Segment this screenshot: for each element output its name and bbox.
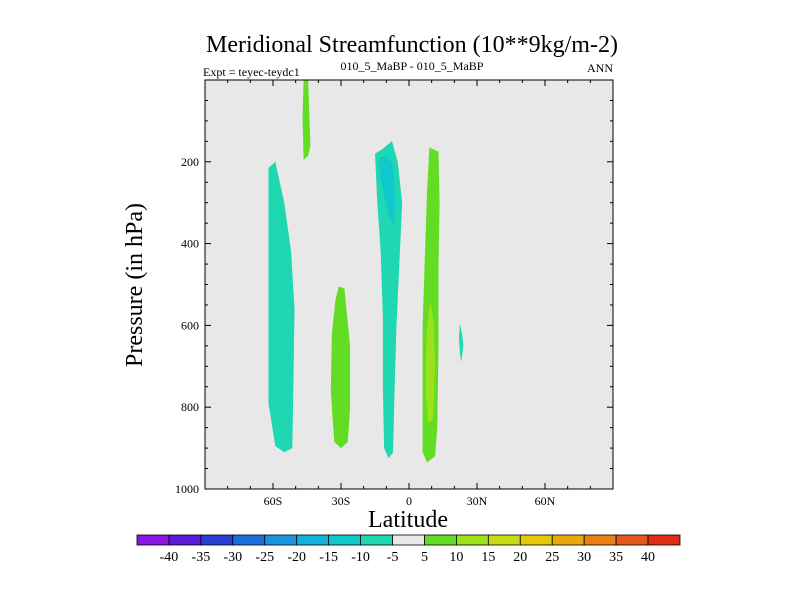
colorbar-label: -30: [223, 550, 242, 565]
colorbar-swatch: [583, 534, 617, 546]
contour-region-sh-positive-cell: [330, 286, 351, 449]
colorbar-label: -15: [319, 550, 338, 565]
y-tick-label: 600: [181, 318, 199, 332]
colorbar-swatch: [519, 534, 553, 546]
contour-region-equatorial-negative-cell: [375, 141, 403, 459]
colorbar-label: 20: [513, 550, 527, 565]
x-tick-label: 0: [406, 494, 412, 508]
colorbar-label: 15: [481, 550, 495, 565]
colorbar-label: 35: [609, 550, 623, 565]
colorbar-swatch: [456, 534, 489, 546]
x-axis-title: Latitude: [368, 507, 448, 533]
x-tick-label: 60S: [264, 494, 283, 508]
colorbar-swatch: [487, 534, 521, 546]
colorbar-label: -25: [255, 550, 274, 565]
colorbar-swatch: [615, 534, 649, 546]
y-tick-label: 1000: [175, 482, 199, 496]
contour-region-nh-subtropical-negative-spot: [458, 323, 464, 363]
colorbar-label: -40: [160, 550, 179, 565]
colorbar-swatch: [647, 534, 681, 546]
colorbar-swatch: [328, 534, 361, 546]
colorbar-label: 30: [577, 550, 591, 565]
contour-region-sh-negative-cell: [268, 161, 295, 453]
colorbar-swatch: [168, 534, 202, 546]
y-tick-label: 800: [181, 400, 199, 414]
colorbar-label: -5: [387, 550, 399, 565]
x-tick-label: 60N: [535, 494, 556, 508]
colorbar-label: -10: [351, 550, 370, 565]
colorbar-swatch: [360, 534, 393, 546]
colorbar-label: -20: [287, 550, 306, 565]
y-tick-label: 200: [181, 155, 199, 169]
contour-region-equatorial-negative-core: [379, 155, 396, 228]
contour-region-nh-upper-positive: [302, 80, 311, 160]
colorbar-swatch: [136, 534, 170, 546]
colorbar-swatch: [200, 534, 234, 546]
colorbar-swatch: [264, 534, 298, 546]
colorbar-label: 10: [449, 550, 463, 565]
colorbar-label: -35: [192, 550, 211, 565]
colorbar: -40 -35 -30 -25 -20 -15 -10 -5 5 10 15 20 25 30 35 40: [136, 534, 681, 565]
chart-title: Meridional Streamfunction (10**9kg/m-2): [206, 32, 618, 58]
colorbar-swatch: [392, 534, 425, 546]
plot-area: 60S 30S 0 30N 60N 200 400 600 800 1000: [175, 79, 614, 508]
x-tick-label: 30S: [332, 494, 351, 508]
contour-regions: [268, 80, 464, 463]
contour-region-nh-tropical-positive-core: [426, 300, 436, 424]
colorbar-label: 25: [545, 550, 559, 565]
colorbar-label: 40: [641, 550, 655, 565]
colorbar-swatch: [296, 534, 330, 546]
plot-background: [205, 80, 613, 489]
period-label: 010_5_MaBP - 010_5_MaBP: [341, 59, 484, 73]
colorbar-label: 5: [421, 550, 428, 565]
colorbar-swatch: [551, 534, 585, 546]
colorbar-swatch: [232, 534, 266, 546]
experiment-label: Expt = teyec-teydc1: [203, 65, 300, 79]
y-axis-title: Pressure (in hPa): [122, 203, 148, 367]
colorbar-swatch: [424, 534, 457, 546]
season-label: ANN: [587, 61, 613, 75]
axis-ticks: 60S 30S 0 30N 60N 200 400 600 800 1000: [175, 80, 613, 508]
x-tick-label: 30N: [467, 494, 488, 508]
y-tick-label: 400: [181, 237, 199, 251]
